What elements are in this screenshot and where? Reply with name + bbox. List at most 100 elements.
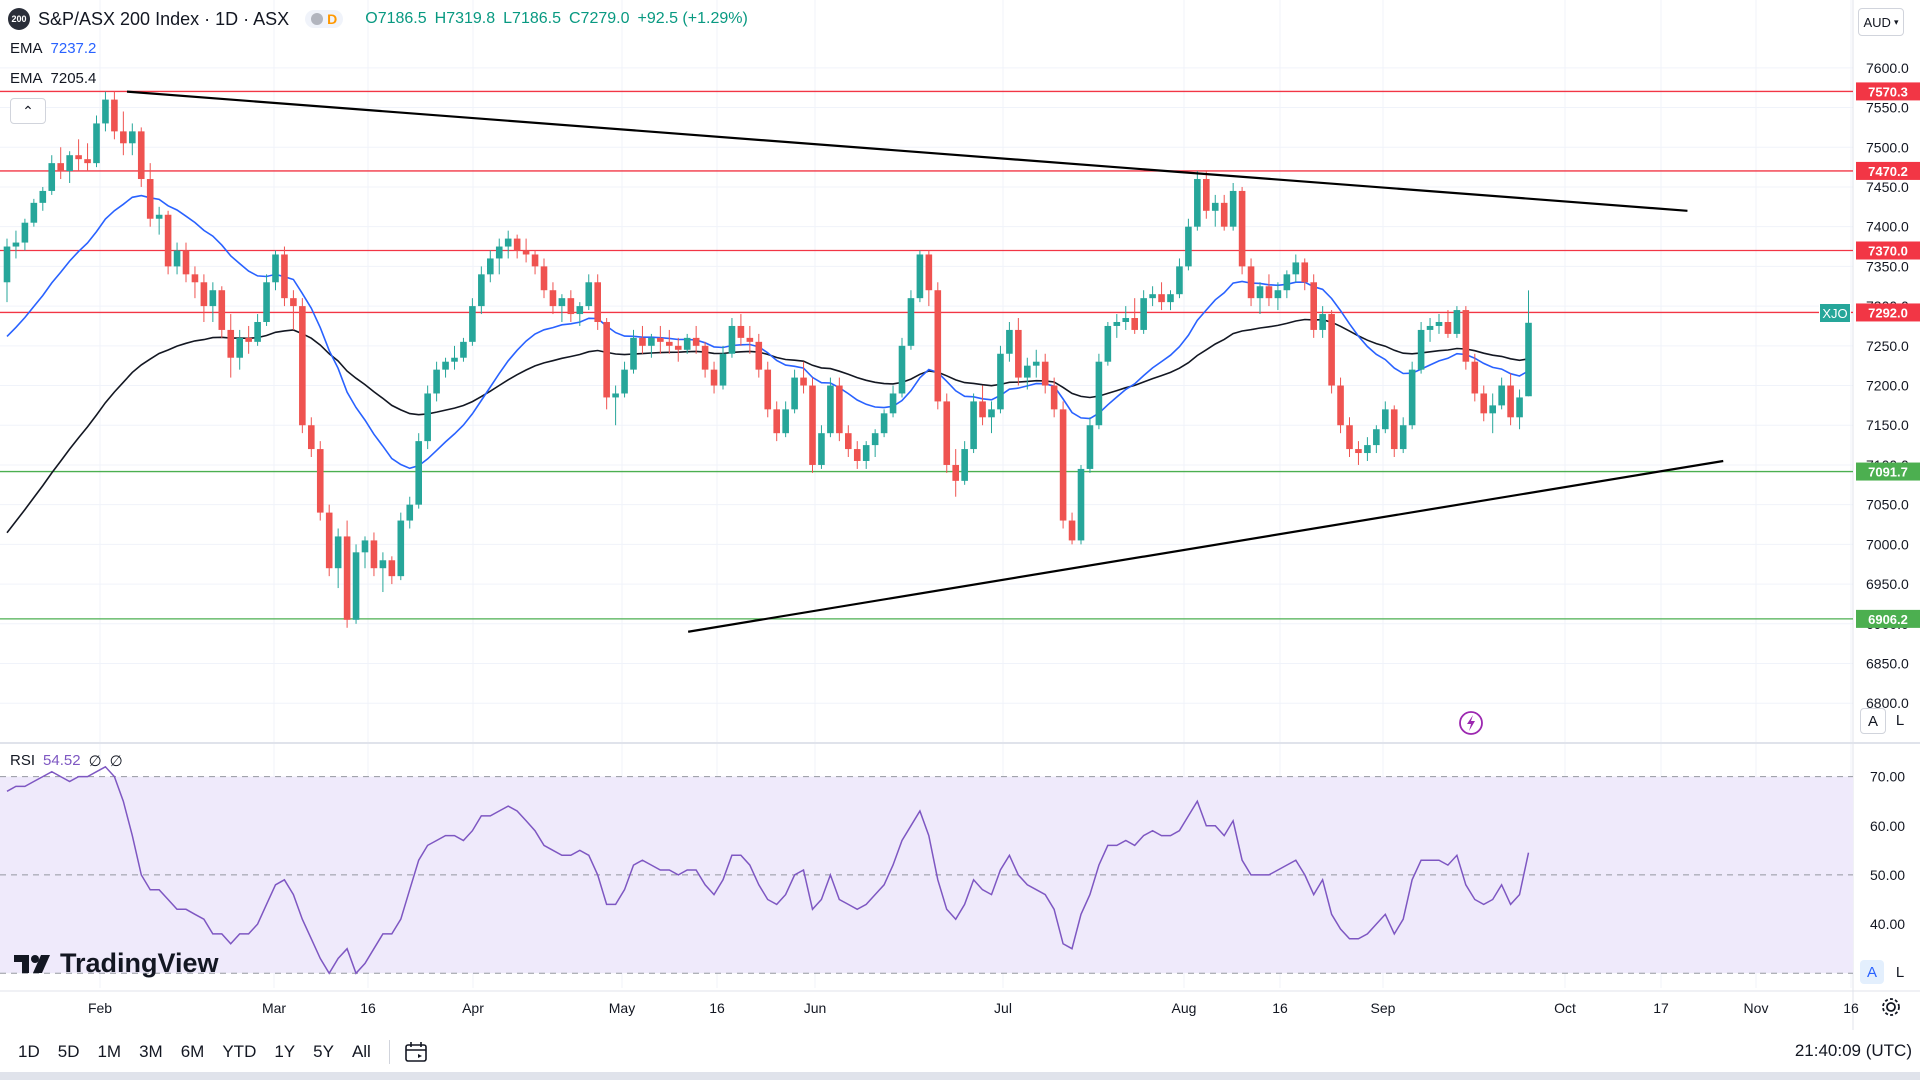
collapse-legend-button[interactable]: ⌃ [10,98,46,124]
candle-body [880,413,888,434]
price-tag-label: 7091.7 [1868,465,1908,480]
candle-body [1050,385,1058,410]
currency-button[interactable]: AUD ▾ [1858,8,1904,36]
price-tag-bg [1856,241,1920,260]
candle-body [773,409,780,434]
candle-body [1489,405,1496,414]
auto-scale-button[interactable]: A [1860,708,1886,734]
time-tick-label: May [609,1000,635,1016]
timeframe-all[interactable]: All [351,1042,371,1061]
price-tag-bg [1856,161,1920,180]
candle-body [674,345,682,350]
price-tag-bg [1856,82,1920,101]
ema2-legend[interactable]: EMA 7205.4 [10,70,96,87]
rsi-auto-scale-button[interactable]: A [1860,960,1884,984]
candle-body [701,345,709,370]
ema1-value: 7237.2 [50,40,97,57]
time-tick-label: Mar [262,1000,286,1016]
candle-body [1328,314,1335,386]
timeframe-6m[interactable]: 6M [180,1042,205,1061]
candle-body [1032,361,1040,366]
timeframe-3m[interactable]: 3M [139,1042,163,1061]
candle-body [415,441,422,505]
candle-body [934,290,942,402]
time-tick-label: Apr [462,1000,484,1016]
candle-body [334,536,342,569]
candle-body [281,254,288,299]
candle-body [12,242,20,247]
price-tick-label: 7350.0 [1866,258,1909,274]
rsi-line [6,765,1530,975]
time-axis[interactable]: Feb Mar 16 Apr May 16 Jun Jul Aug 16 Sep Oct 17 Nov 16 [88,1000,1859,1016]
timeframe-1y[interactable]: 1Y [274,1042,296,1061]
settings-gear-icon[interactable] [1880,996,1902,1018]
alert-icon[interactable] [1459,711,1483,735]
candle-body [370,540,378,569]
timeframe-5y[interactable]: 5Y [313,1042,334,1061]
candle-body [666,341,673,346]
candle-body [1238,190,1246,267]
candle-body [1283,274,1291,291]
candle-body [531,254,539,267]
mode-toggle[interactable]: D [305,10,344,28]
candle-body [1086,425,1094,469]
utc-clock[interactable]: 21:40:09 (UTC) [1794,1041,1912,1060]
brand-name: TradingView [60,948,219,978]
candles [3,91,1532,628]
tradingview-logo[interactable]: TradingView [14,948,219,979]
candle-body [478,274,485,307]
chevron-up-icon: ⌃ [22,102,34,119]
candle-body [970,401,977,450]
candle-body [657,337,664,342]
candle-body [943,401,951,465]
symbol-logo[interactable]: 200 [8,8,30,30]
currency-label: AUD [1863,14,1891,30]
candle-body [75,155,82,160]
candle-body [567,298,575,315]
candle-body [1068,520,1076,541]
ema2-label: EMA [10,70,43,87]
candle-body [979,401,986,418]
ema1-legend[interactable]: EMA 7237.2 [10,40,96,57]
rsi-log-scale-button[interactable]: L [1888,960,1912,984]
time-tick-label: 17 [1653,1000,1669,1016]
log-scale-button[interactable]: L [1888,708,1912,732]
candle-body [576,306,584,315]
candle-body [424,393,431,442]
ohlc-open: O7186.5 [365,10,427,27]
candle-body [755,341,763,370]
price-tag-label: 7292.0 [1868,305,1908,320]
candle-body [1525,322,1532,397]
candle-body [1364,445,1371,454]
timeframe-ytd[interactable]: YTD [222,1042,257,1061]
candle-body [925,254,933,291]
time-tick-label: Oct [1554,1000,1576,1016]
price-axis[interactable]: 6800.06850.06900.06950.07000.07050.07100… [1866,60,1909,932]
candle-body [1301,262,1309,283]
price-tick-label: 7500.0 [1866,139,1909,155]
timeframe-1m[interactable]: 1M [97,1042,122,1061]
ohlc-high: H7319.8 [434,10,496,27]
calendar-range-icon[interactable] [404,1041,428,1063]
candle-body [1310,282,1317,330]
candle-body [1149,294,1156,299]
chevron-down-icon: ▾ [1893,16,1899,27]
candle-body [1104,325,1112,362]
candle-body [254,321,261,342]
symbol-title[interactable]: S&P/ASX 200 Index · 1D · ASX [38,8,290,29]
candle-body [1480,393,1488,414]
symbol-tag: XJO [1819,303,1851,323]
timeframe-5d[interactable]: 5D [57,1042,80,1061]
candle-body [111,99,118,132]
candle-body [182,250,190,275]
candle-body [191,274,199,283]
timeframe-1d[interactable]: 1D [18,1042,40,1061]
candle-body [648,337,655,346]
time-tick-label: Sep [1371,1000,1396,1016]
rsi-legend[interactable]: RSI 54.52 ∅ ∅ [10,752,123,770]
candle-body [907,298,915,346]
candle-body [1059,409,1067,521]
rsi-extra-2: ∅ [109,753,123,770]
auto-scale-label: A [1867,712,1878,730]
